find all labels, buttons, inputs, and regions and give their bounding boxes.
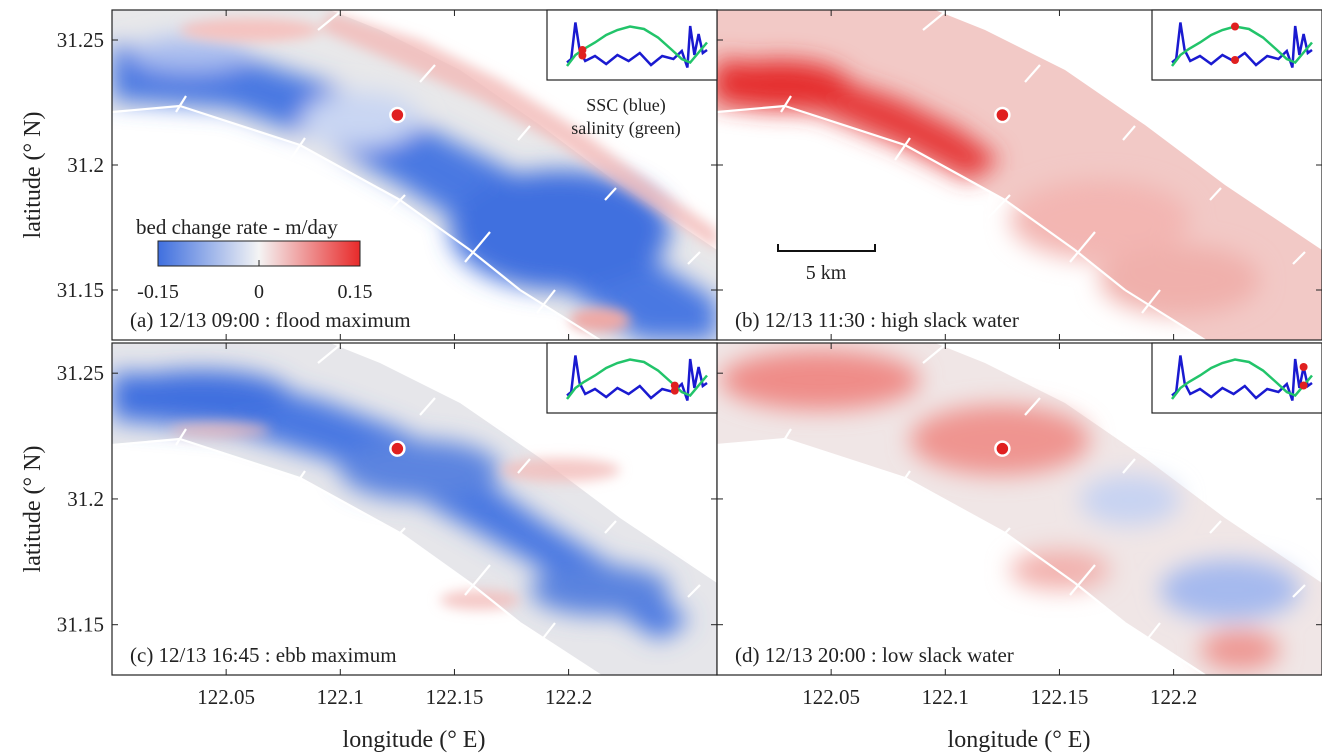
inset-legend-ssc: SSC (blue) xyxy=(586,95,666,116)
y-tick-label: 31.2 xyxy=(67,487,104,511)
annotation-layer: 31.25 31.2 31.15 31.25 31.2 31.15 122.05 122.1 1… xyxy=(57,9,1322,709)
colorbar-tick-max: 0.15 xyxy=(338,281,373,303)
panel-label-b: (b) 12/13 11:30 : high slack water xyxy=(735,308,1019,332)
colorbar-tick-min: -0.15 xyxy=(137,281,179,303)
tide-inset-b xyxy=(1151,9,1322,81)
panel-label-d: (d) 12/13 20:00 : low slack water xyxy=(735,643,1014,667)
x-tick-label: 122.05 xyxy=(197,685,255,709)
tide-marker-salinity xyxy=(1231,22,1239,31)
tide-inset-c xyxy=(546,342,718,414)
tide-inset-d xyxy=(1151,342,1322,414)
tide-marker-ssc xyxy=(1231,56,1239,64)
tide-marker-salinity xyxy=(578,46,587,54)
panel-label-c: (c) 12/13 16:45 : ebb maximum xyxy=(130,643,397,667)
inset-legend-salinity: salinity (green) xyxy=(571,118,680,139)
y-tick-label: 31.25 xyxy=(57,361,104,385)
colorbar-title: bed change rate - m/day xyxy=(136,215,338,239)
x-tick-label: 122.05 xyxy=(802,685,860,709)
x-tick-label: 122.15 xyxy=(426,685,484,709)
panel-label-a: (a) 12/13 09:00 : flood maximum xyxy=(130,308,411,332)
tide-marker-ssc xyxy=(1299,363,1308,371)
tide-marker-salinity xyxy=(1299,381,1308,390)
station-marker xyxy=(994,440,1011,457)
panel-c-ebb-maximum xyxy=(111,342,718,676)
x-axis-title-left: longitude (° E) xyxy=(343,727,486,753)
x-tick-label: 122.2 xyxy=(545,685,592,709)
x-tick-label: 122.2 xyxy=(1150,685,1197,709)
scale-bar-label: 5 km xyxy=(806,262,847,284)
salinity-curve xyxy=(1171,25,1313,67)
x-axis-title-right: longitude (° E) xyxy=(948,727,1091,753)
tide-marker-salinity xyxy=(670,381,679,390)
station-marker xyxy=(389,106,406,124)
y-axis-title-bottom: latitude (° N) xyxy=(20,446,46,573)
tide-inset-a xyxy=(546,9,718,81)
y-tick-label: 31.15 xyxy=(57,278,104,302)
panel-d-low-slack-water xyxy=(716,342,1322,676)
station-marker xyxy=(994,106,1011,124)
y-tick-label: 31.15 xyxy=(57,613,104,637)
y-tick-label: 31.2 xyxy=(67,153,104,177)
colorbar: bed change rate - m/day -0.15 0 0.15 xyxy=(136,215,373,303)
x-tick-label: 122.1 xyxy=(317,685,364,709)
scale-bar: 5 km xyxy=(777,244,876,284)
x-tick-label: 122.15 xyxy=(1031,685,1089,709)
station-marker xyxy=(389,440,406,457)
section-lines xyxy=(112,11,701,340)
panel-b-high-slack-water xyxy=(716,9,1322,341)
tide-marker-ssc xyxy=(578,51,587,60)
colorbar-tick-zero: 0 xyxy=(254,281,264,303)
x-tick-label: 122.1 xyxy=(922,685,969,709)
y-tick-label: 31.25 xyxy=(57,28,104,52)
salinity-curve xyxy=(1171,358,1313,400)
y-axis-title-top: latitude (° N) xyxy=(20,112,46,239)
salinity-curve xyxy=(566,358,708,400)
